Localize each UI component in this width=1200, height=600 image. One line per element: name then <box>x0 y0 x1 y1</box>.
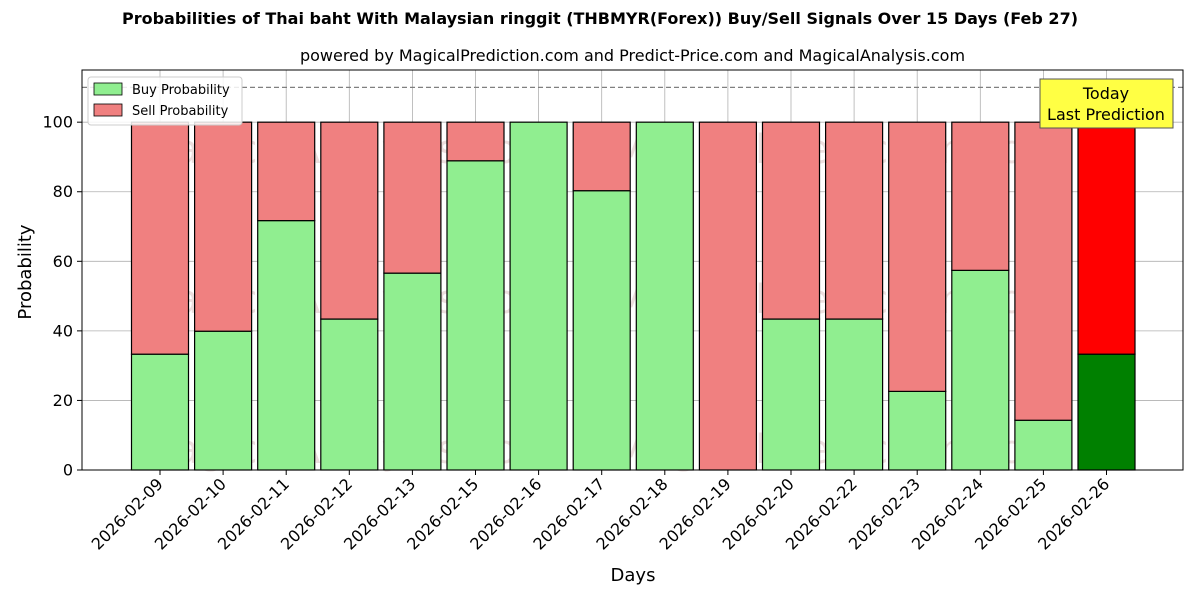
sell-bar <box>1077 121 1136 355</box>
buy-bar <box>320 318 379 471</box>
sell-bar <box>383 121 442 274</box>
sell-bar <box>1014 121 1073 421</box>
legend-swatch-sell <box>93 103 123 117</box>
buy-bar <box>1014 419 1073 471</box>
legend-label-buy: Buy Probability <box>132 83 230 98</box>
legend-box <box>87 76 243 126</box>
y-axis: 0 20 40 60 80 100 <box>42 113 82 480</box>
sell-bar <box>761 121 821 320</box>
y-axis-label: Probability <box>15 224 36 319</box>
sell-bar <box>888 121 947 392</box>
legend: Buy Probability Sell Probability <box>87 76 243 126</box>
today-annotation: Today Last Prediction <box>1039 78 1174 129</box>
y-tick-label: 40 <box>53 321 73 340</box>
buy-bar <box>951 269 1010 471</box>
y-tick-label: 60 <box>53 252 73 271</box>
buy-bar <box>130 353 190 471</box>
sell-bar <box>951 121 1010 271</box>
y-tick-label: 0 <box>63 461 73 480</box>
annotation-line2: Last Prediction <box>1047 105 1165 124</box>
buy-bar <box>1077 353 1136 471</box>
x-axis: 2026-02-092026-02-102026-02-112026-02-12… <box>88 470 1113 554</box>
y-tick-label: 100 <box>42 113 73 132</box>
legend-swatch-buy <box>93 82 123 96</box>
buy-bar <box>761 318 821 471</box>
sell-bar <box>572 121 631 192</box>
buy-bar <box>509 121 568 471</box>
buy-bar <box>888 390 947 471</box>
chart-title: Probabilities of Thai baht With Malaysia… <box>121 9 1079 28</box>
buy-bar <box>572 190 631 471</box>
buy-bar <box>194 330 253 471</box>
y-tick-label: 20 <box>53 391 73 410</box>
buy-bar <box>635 121 694 471</box>
sell-bar <box>130 121 190 355</box>
legend-label-sell: Sell Probability <box>132 104 229 119</box>
plot-frame <box>81 69 1184 471</box>
buy-bar <box>383 272 442 471</box>
x-axis-label: Days <box>611 565 656 586</box>
annotation-box <box>1039 78 1174 129</box>
buy-bar <box>257 220 316 471</box>
sell-bar <box>824 121 884 320</box>
bars-layer <box>130 121 1136 471</box>
sell-bar <box>320 121 379 320</box>
sell-bar <box>446 121 505 162</box>
sell-bar <box>194 121 253 332</box>
buy-bar <box>824 318 884 471</box>
sell-bar <box>257 121 316 222</box>
annotation-line1: Today <box>1082 84 1129 103</box>
buy-bar <box>446 160 505 471</box>
y-tick-label: 80 <box>53 182 73 201</box>
sell-bar <box>698 121 758 471</box>
chart-subtitle: powered by MagicalPrediction.com and Pre… <box>299 46 966 65</box>
